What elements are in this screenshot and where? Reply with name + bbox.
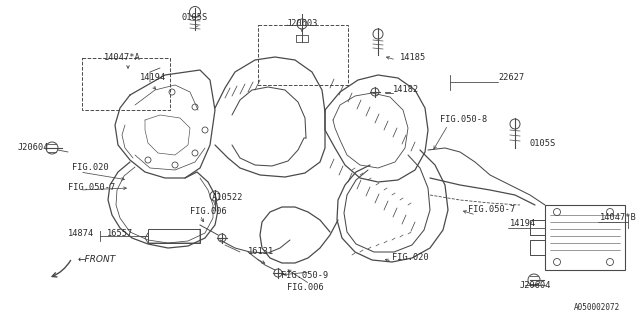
Text: 14047*A: 14047*A <box>104 53 140 62</box>
Text: 14194: 14194 <box>140 74 166 83</box>
Text: 22627: 22627 <box>498 74 524 83</box>
Text: 14182: 14182 <box>393 85 419 94</box>
Text: FIG.006: FIG.006 <box>287 283 323 292</box>
Text: FIG.020: FIG.020 <box>392 253 429 262</box>
Text: 14185: 14185 <box>400 52 426 61</box>
Text: 14874: 14874 <box>68 228 94 237</box>
Text: 0105S: 0105S <box>182 13 208 22</box>
Text: 0105S: 0105S <box>530 139 556 148</box>
Text: J20604: J20604 <box>520 281 552 290</box>
Text: FIG.050-7: FIG.050-7 <box>468 205 515 214</box>
Text: FIG.020: FIG.020 <box>72 164 109 172</box>
Text: A050002072: A050002072 <box>573 303 620 313</box>
Text: A10522: A10522 <box>212 194 243 203</box>
Text: FIG.006: FIG.006 <box>190 207 227 217</box>
Bar <box>545 205 625 270</box>
Text: 14194: 14194 <box>510 219 536 228</box>
Text: 14047*B: 14047*B <box>600 213 637 222</box>
Text: FIG.050-9: FIG.050-9 <box>282 270 328 279</box>
Bar <box>258 25 348 85</box>
Text: FIG.050-8: FIG.050-8 <box>440 116 487 124</box>
Text: J20603: J20603 <box>286 19 317 28</box>
Text: 16557: 16557 <box>107 228 133 237</box>
Text: ←FRONT: ←FRONT <box>78 255 116 264</box>
Text: FIG.050-7: FIG.050-7 <box>68 183 115 193</box>
Text: J20604: J20604 <box>18 143 49 153</box>
Text: 16131: 16131 <box>248 247 275 257</box>
Bar <box>148 229 200 243</box>
Bar <box>82 58 170 110</box>
